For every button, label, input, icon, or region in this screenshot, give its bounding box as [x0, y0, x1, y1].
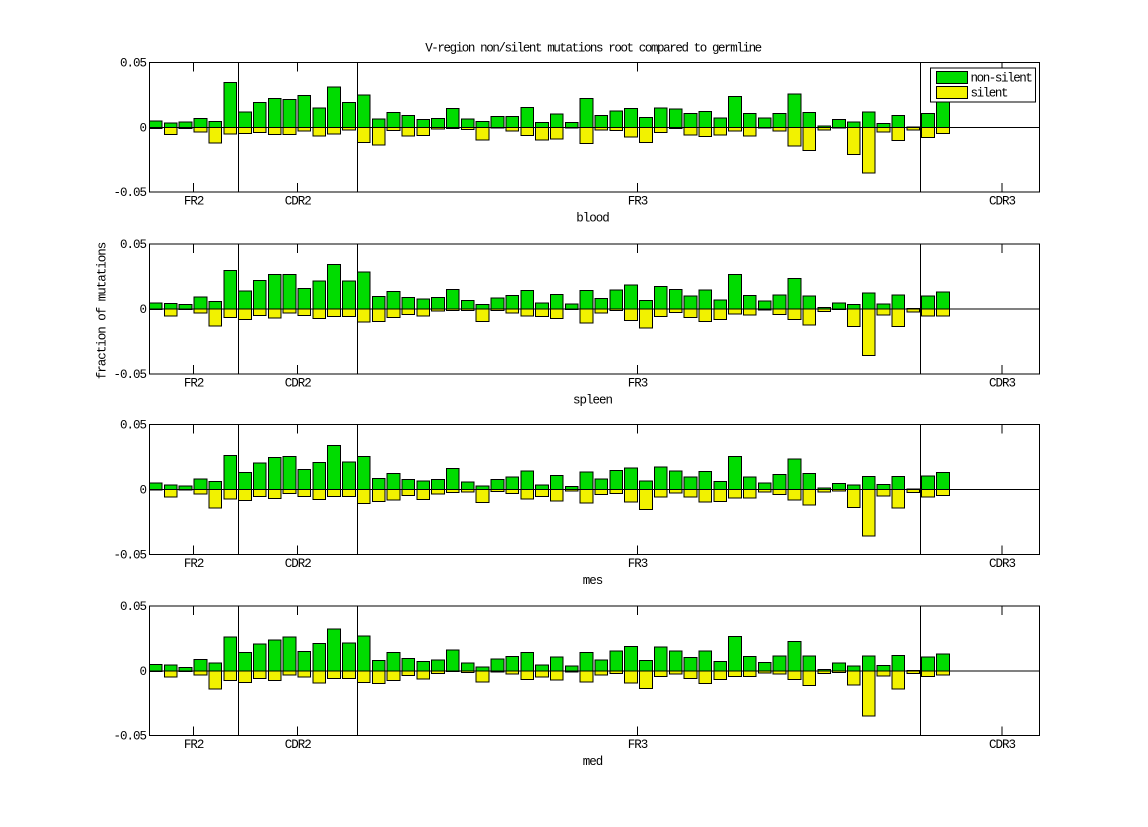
svg-text:-0.05: -0.05 [113, 368, 146, 382]
svg-text:spleen: spleen [573, 394, 613, 408]
svg-text:-0.05: -0.05 [113, 549, 146, 563]
svg-text:CDR2: CDR2 [285, 195, 312, 209]
svg-text:CDR2: CDR2 [285, 738, 312, 752]
svg-text:mes: mes [583, 574, 603, 588]
svg-text:med: med [583, 755, 603, 769]
svg-text:FR3: FR3 [628, 557, 648, 571]
svg-text:CDR3: CDR3 [989, 377, 1016, 391]
svg-text:FR3: FR3 [628, 738, 648, 752]
svg-text:0.05: 0.05 [120, 600, 147, 614]
svg-text:0.05: 0.05 [120, 238, 147, 252]
svg-text:0.05: 0.05 [120, 57, 147, 71]
svg-text:0: 0 [139, 303, 146, 317]
svg-text:FR3: FR3 [628, 195, 648, 209]
svg-text:CDR3: CDR3 [989, 557, 1016, 571]
svg-text:FR2: FR2 [184, 377, 204, 391]
svg-text:-0.05: -0.05 [113, 186, 146, 200]
svg-text:0: 0 [139, 484, 146, 498]
svg-text:FR2: FR2 [184, 195, 204, 209]
svg-text:V-region non/silent mutations: V-region non/silent mutations root compa… [425, 42, 761, 56]
svg-text:fraction of mutations: fraction of mutations [96, 242, 110, 379]
svg-text:silent: silent [971, 87, 1009, 101]
svg-text:CDR3: CDR3 [989, 738, 1016, 752]
svg-text:0.05: 0.05 [120, 419, 147, 433]
svg-text:FR2: FR2 [184, 738, 204, 752]
svg-text:FR3: FR3 [628, 377, 648, 391]
svg-text:0: 0 [139, 121, 146, 135]
svg-text:CDR2: CDR2 [285, 377, 312, 391]
svg-text:CDR3: CDR3 [989, 195, 1016, 209]
svg-text:FR2: FR2 [184, 557, 204, 571]
svg-text:non-silent: non-silent [971, 72, 1033, 86]
svg-text:CDR2: CDR2 [285, 557, 312, 571]
svg-text:0: 0 [139, 665, 146, 679]
svg-text:blood: blood [576, 212, 609, 226]
svg-text:-0.05: -0.05 [113, 730, 146, 744]
